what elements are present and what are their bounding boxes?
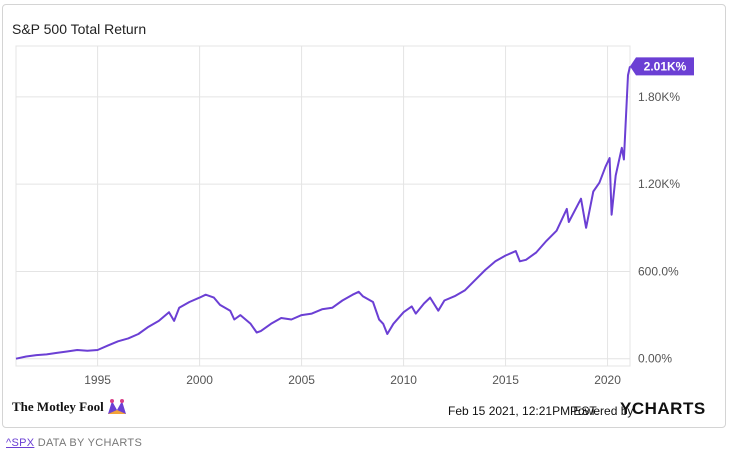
- motley-fool-logo-text: The Motley Fool: [12, 399, 104, 414]
- y-tick-label: 1.20K%: [638, 177, 680, 191]
- jester-hat-icon: [107, 399, 126, 414]
- last-value-marker: [630, 57, 694, 76]
- last-value-label: 2.01K%: [644, 59, 687, 73]
- motley-fool-logo[interactable]: The Motley Fool: [12, 398, 128, 416]
- powered-by-label: Powered by: [570, 404, 634, 418]
- ticker-link[interactable]: ^SPX: [6, 437, 35, 449]
- y-tick-label: 600.0%: [638, 264, 679, 278]
- x-tick-label: 2005: [288, 373, 315, 387]
- ycharts-logo[interactable]: YCHARTS: [620, 399, 706, 418]
- chart-card: [2, 4, 726, 428]
- chart-title: S&P 500 Total Return: [12, 21, 147, 37]
- x-tick-label: 2000: [186, 373, 213, 387]
- source-line: ^SPX DATA BY YCHARTS: [6, 437, 142, 449]
- last-value-badge: 2.01K%: [630, 57, 694, 76]
- x-tick-label: 2010: [390, 373, 417, 387]
- y-tick-label: 1.80K%: [638, 90, 680, 104]
- x-tick-label: 2020: [594, 373, 621, 387]
- x-axis: 1995 2000 2005 2010 2015 2020: [84, 373, 621, 387]
- y-axis: 0.00% 600.0% 1.20K% 1.80K%: [638, 90, 680, 366]
- plot-area: [15, 45, 631, 367]
- x-tick-label: 1995: [84, 373, 111, 387]
- x-tick-label: 2015: [492, 373, 519, 387]
- grid-layer: [15, 45, 631, 367]
- data-by-label: DATA BY YCHARTS: [37, 437, 143, 449]
- y-tick-label: 0.00%: [638, 352, 672, 366]
- timestamp: Feb 15 2021, 12:21PM EST.: [448, 404, 599, 418]
- series-line-sp500: [15, 66, 631, 360]
